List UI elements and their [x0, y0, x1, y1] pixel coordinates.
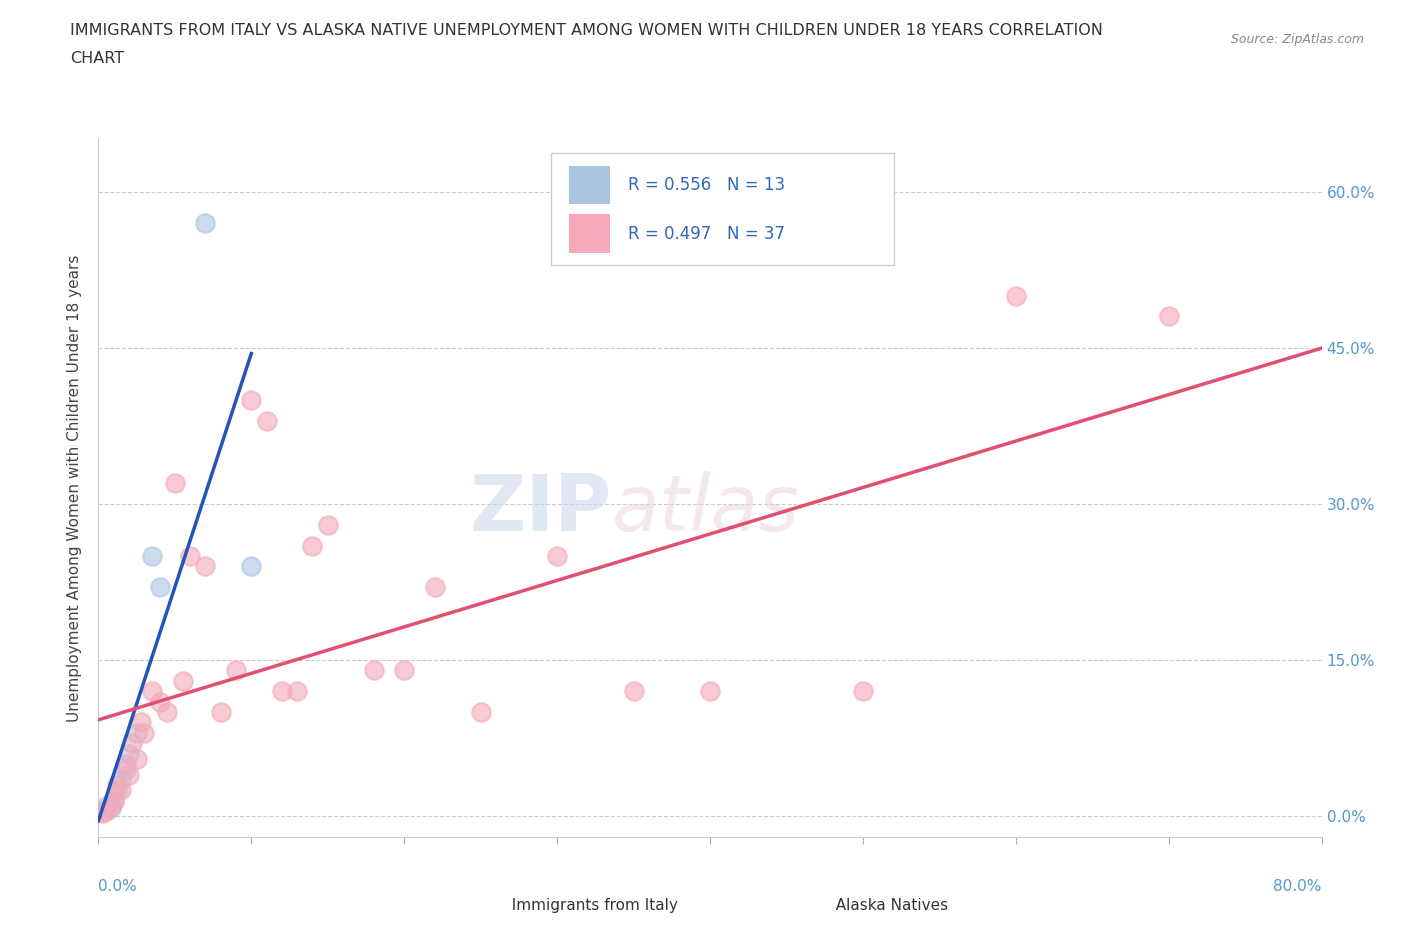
FancyBboxPatch shape	[778, 893, 820, 921]
Point	[103, 793, 125, 808]
Point	[852, 684, 875, 698]
Point	[423, 579, 446, 594]
Point	[91, 804, 114, 818]
Text: 80.0%: 80.0%	[1274, 879, 1322, 894]
Point	[94, 804, 117, 818]
Point	[149, 579, 172, 594]
Point	[129, 715, 152, 730]
Point	[149, 694, 172, 709]
Point	[105, 777, 128, 792]
Text: R = 0.556   N = 13: R = 0.556 N = 13	[628, 176, 785, 193]
FancyBboxPatch shape	[453, 893, 496, 921]
Text: IMMIGRANTS FROM ITALY VS ALASKA NATIVE UNEMPLOYMENT AMONG WOMEN WITH CHILDREN UN: IMMIGRANTS FROM ITALY VS ALASKA NATIVE U…	[70, 23, 1104, 38]
Point	[194, 216, 217, 231]
Point	[91, 805, 114, 820]
Point	[270, 684, 294, 698]
Point	[125, 751, 148, 766]
Point	[225, 663, 247, 678]
Point	[105, 783, 128, 798]
Text: 0.0%: 0.0%	[98, 879, 138, 894]
Text: CHART: CHART	[70, 51, 124, 66]
Point	[141, 684, 163, 698]
Text: atlas: atlas	[612, 472, 800, 547]
Text: R = 0.497   N = 37: R = 0.497 N = 37	[628, 225, 785, 243]
Point	[623, 684, 645, 698]
Point	[240, 392, 263, 407]
Point	[115, 762, 138, 777]
Point	[134, 725, 156, 740]
Point	[94, 798, 117, 813]
FancyBboxPatch shape	[569, 215, 610, 253]
Point	[156, 705, 179, 720]
FancyBboxPatch shape	[569, 166, 610, 204]
Point	[110, 772, 132, 787]
Text: Immigrants from Italy: Immigrants from Italy	[502, 897, 678, 913]
Point	[209, 705, 232, 720]
Point	[285, 684, 308, 698]
Point	[1157, 309, 1180, 324]
Point	[163, 475, 186, 490]
Point	[100, 798, 122, 813]
FancyBboxPatch shape	[551, 153, 894, 265]
Point	[240, 559, 263, 574]
Point	[316, 517, 339, 532]
Text: Source: ZipAtlas.com: Source: ZipAtlas.com	[1230, 33, 1364, 46]
Point	[172, 673, 194, 688]
Point	[110, 783, 132, 798]
Point	[121, 736, 143, 751]
Text: Alaska Natives: Alaska Natives	[827, 897, 949, 913]
Point	[141, 549, 163, 564]
Y-axis label: Unemployment Among Women with Children Under 18 years: Unemployment Among Women with Children U…	[67, 255, 83, 722]
Point	[1004, 288, 1026, 303]
Point	[392, 663, 416, 678]
Point	[194, 559, 217, 574]
Point	[470, 705, 492, 720]
Point	[699, 684, 721, 698]
Point	[179, 549, 201, 564]
Point	[301, 538, 323, 553]
Point	[118, 767, 141, 782]
Point	[100, 801, 122, 816]
Text: ZIP: ZIP	[470, 472, 612, 547]
Point	[363, 663, 385, 678]
Point	[256, 413, 278, 428]
Point	[546, 549, 568, 564]
Point	[115, 757, 138, 772]
Point	[103, 793, 125, 808]
Point	[118, 746, 141, 761]
Point	[125, 725, 148, 740]
